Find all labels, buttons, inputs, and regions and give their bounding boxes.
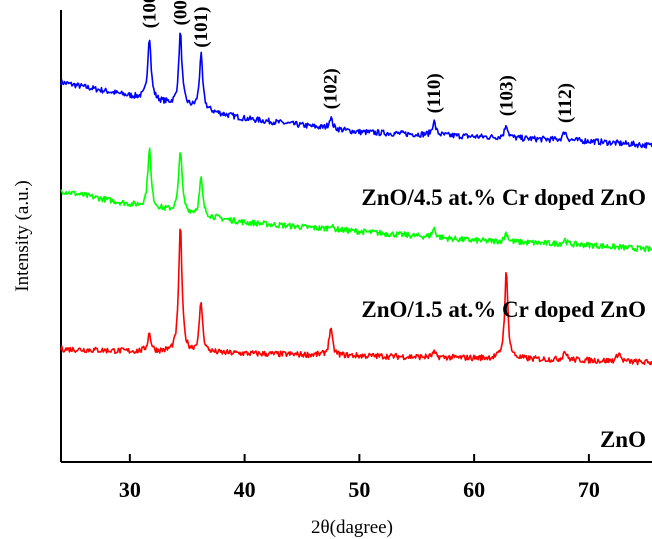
x-tick-label-60: 60 <box>463 477 485 502</box>
y-axis-label: Intensity (a.u.) <box>12 180 33 291</box>
x-ticks: 30 40 50 60 70 <box>119 454 600 502</box>
x-axis-label: 2θ(dagree) <box>311 517 393 538</box>
peak-label-5: (103) <box>496 75 517 116</box>
x-tick-label-30: 30 <box>119 477 141 502</box>
peak-label-3: (102) <box>321 68 342 109</box>
series-labels: ZnO/4.5 at.% Cr doped ZnO ZnO/1.5 at.% Cr… <box>361 185 646 452</box>
peak-label-0: (100) <box>139 0 160 28</box>
series-label-2: ZnO <box>600 427 646 452</box>
series-line-1 <box>60 147 652 253</box>
peak-labels: (100) (002)(101) (102) (110) (103) (112) <box>139 0 575 123</box>
x-tick-label-50: 50 <box>348 477 370 502</box>
series-group <box>60 32 652 366</box>
series-line-2 <box>60 228 652 366</box>
peak-label-1: (002) <box>170 0 191 26</box>
peak-label-6: (112) <box>555 83 576 123</box>
peak-label-4: (110) <box>424 73 445 113</box>
series-line-0 <box>60 32 652 149</box>
series-label-1: ZnO/1.5 at.% Cr doped ZnO <box>361 297 646 322</box>
axes <box>60 10 652 463</box>
x-tick-label-70: 70 <box>578 477 600 502</box>
peak-label-2: (101) <box>191 7 212 48</box>
series-label-0: ZnO/4.5 at.% Cr doped ZnO <box>361 185 646 210</box>
x-tick-label-40: 40 <box>234 477 256 502</box>
